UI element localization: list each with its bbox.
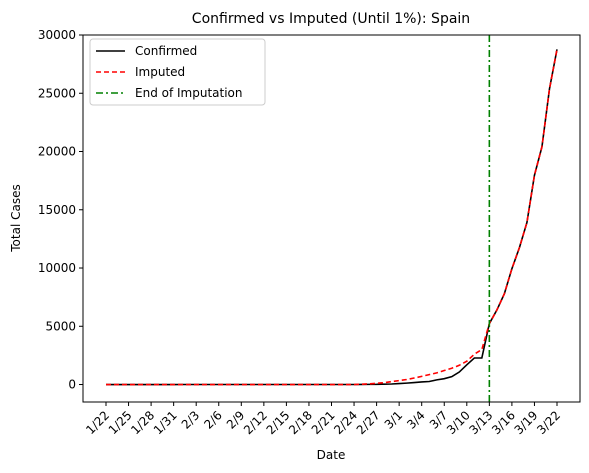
- x-tick-label: 2/12: [241, 408, 270, 437]
- x-tick-label: 1/22: [83, 408, 112, 437]
- x-tick-label: 3/1: [382, 408, 406, 432]
- series-lines: [106, 49, 558, 386]
- legend-label-confirmed: Confirmed: [135, 44, 197, 58]
- y-tick-label: 30000: [38, 28, 76, 42]
- x-tick-label: 2/15: [264, 408, 293, 437]
- y-axis-label: Total Cases: [9, 184, 23, 252]
- x-tick-label: 1/31: [151, 408, 180, 437]
- y-tick-label: 25000: [38, 86, 76, 100]
- legend-box: [89, 38, 266, 106]
- legend: Confirmed Imputed End of Imputation: [89, 38, 266, 106]
- x-tick-label: 2/6: [201, 408, 225, 432]
- x-tick-label: 1/25: [106, 408, 135, 437]
- x-tick-label: 3/22: [534, 408, 563, 437]
- y-tick-label: 0: [68, 378, 76, 392]
- x-axis-label: Date: [317, 448, 346, 462]
- x-tick-label: 2/3: [179, 408, 203, 432]
- legend-label-imputed: Imputed: [135, 65, 185, 79]
- chart-title: Confirmed vs Imputed (Until 1%): Spain: [192, 11, 470, 27]
- series-line-imputed: [106, 49, 558, 386]
- y-tick-label: 5000: [45, 319, 76, 333]
- x-tick-label: 3/16: [489, 408, 518, 437]
- x-tick-label: 3/4: [404, 408, 428, 432]
- x-tick-label: 2/21: [309, 408, 338, 437]
- x-tick-label: 2/27: [354, 408, 383, 437]
- x-tick-label: 3/10: [444, 408, 473, 437]
- x-tick-label: 2/18: [286, 408, 315, 437]
- x-tick-label: 1/28: [128, 408, 157, 437]
- legend-label-end-of-imputation: End of Imputation: [135, 86, 243, 100]
- plot-border: [82, 34, 581, 403]
- x-tick-label: 2/24: [331, 408, 360, 437]
- x-tick-label: 3/13: [467, 408, 496, 437]
- y-tick-label: 15000: [38, 203, 76, 217]
- x-tick-label: 3/19: [512, 408, 541, 437]
- x-axis: 1/221/251/281/312/32/62/92/122/152/182/2…: [83, 402, 563, 437]
- y-tick-label: 20000: [38, 145, 76, 159]
- y-tick-label: 10000: [38, 261, 76, 275]
- y-axis: 0 5000 10000 15000 20000 25000 30000: [38, 28, 83, 392]
